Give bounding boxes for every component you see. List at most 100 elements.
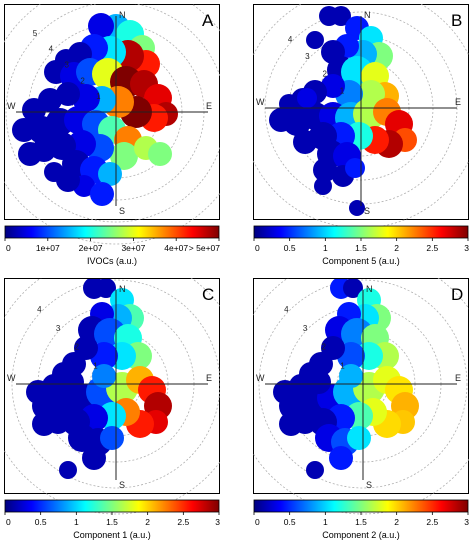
heatmap-cell: [110, 142, 138, 170]
ring-label: 3: [64, 60, 69, 69]
colorbar-tick-label: 0.5: [284, 243, 296, 253]
colorbar-tick-label: 0: [255, 517, 260, 527]
ring-label: 3: [305, 52, 310, 61]
heatmap-cell: [339, 364, 363, 388]
colorbar-tick-label: 1e+07: [36, 243, 60, 253]
heatmap-blobs: [12, 13, 178, 206]
ring-label: 1: [93, 361, 98, 370]
colorbar-tick-label: 1.5: [355, 517, 367, 527]
panel-letter: B: [451, 11, 462, 30]
colorbar: [253, 499, 469, 513]
colorbar-tick-label: 0: [6, 517, 11, 527]
ring-label: 1: [340, 87, 345, 96]
colorbar-tick-label: 0.5: [284, 517, 296, 527]
heatmap-cell: [307, 370, 331, 394]
heatmap-blobs: [26, 279, 172, 479]
compass-label-n: N: [119, 10, 126, 20]
heatmap-cell: [349, 200, 365, 216]
heatmap-cell: [148, 142, 172, 166]
panel-c: N S W E 1 2 3 4 C 0 0.5 1 1.5 2 2.5 3 Component 1 (a.u.): [0, 253, 247, 557]
colorbar-label: Component 5 (a.u.): [322, 256, 400, 266]
compass-label-n: N: [119, 284, 126, 294]
colorbar-tick-label: 1.5: [355, 243, 367, 253]
ring-label: 4: [284, 305, 289, 314]
colorbar-tick-label: 3: [464, 517, 469, 527]
heatmap-cell: [92, 364, 116, 388]
range-ring: [258, 279, 468, 489]
compass-label-s: S: [366, 480, 372, 490]
heatmap-cell: [22, 98, 46, 122]
compass-label-n: N: [364, 10, 371, 20]
heatmap-cell: [293, 130, 317, 154]
heatmap-cell: [314, 177, 332, 195]
heatmap-cell: [96, 279, 116, 298]
colorbar-label: IVOCs (a.u.): [87, 256, 137, 266]
heatmap-cell: [313, 158, 337, 182]
heatmap-cell: [88, 13, 114, 39]
compass-label-w: W: [256, 373, 265, 383]
polar-plot-b: N S W E 1 2 3 4 B 0 0.5 1 1.5 2 2.5 3 Component 5 (a.u.): [240, 0, 474, 266]
heatmap-cell: [331, 6, 351, 26]
colorbar-tick-label: 0.5: [35, 517, 47, 527]
ring-label: 2: [322, 343, 327, 352]
compass-label-n: N: [366, 284, 373, 294]
heatmap-cell: [297, 88, 317, 108]
colorbar-tick-label: 2: [394, 517, 399, 527]
colorbar-tick-label: > 5e+07: [189, 243, 220, 253]
panel-letter: A: [202, 11, 214, 30]
ring-label: 4: [49, 45, 54, 54]
colorbar-tick-label: 1: [74, 517, 79, 527]
ring-label: 3: [303, 324, 308, 333]
panel-b: N S W E 1 2 3 4 B 0 0.5 1 1.5 2 2.5 3 Component 5 (a.u.): [240, 0, 474, 283]
heatmap-cell: [345, 158, 365, 178]
colorbar-tick-label: 1: [323, 517, 328, 527]
heatmap-cell: [279, 412, 303, 436]
heatmap-cell: [90, 182, 114, 206]
heatmap-cell: [44, 162, 64, 182]
colorbar-label: Component 1 (a.u.): [73, 530, 151, 540]
compass-label-e: E: [206, 373, 212, 383]
ring-label: 5: [33, 29, 38, 38]
heatmap-cell: [347, 426, 371, 450]
ring-label: 1: [96, 92, 101, 101]
colorbar-tick-label: 1: [323, 243, 328, 253]
panel-d: N S W E 1 2 3 4 D 0 0.5 1 1.5 2 2.5 3 Component 2 (a.u.): [232, 253, 474, 557]
compass-label-e: E: [455, 97, 461, 107]
ring-label: 2: [322, 69, 327, 78]
heatmap-cell: [82, 446, 106, 470]
colorbar-tick-label: 0: [6, 243, 11, 253]
colorbar-tick-label: 1.5: [106, 517, 118, 527]
ring-label: 2: [75, 343, 80, 352]
compass-label-e: E: [455, 373, 461, 383]
colorbar-tick-label: 3: [464, 243, 469, 253]
colorbar-tick-label: 3: [215, 517, 220, 527]
ring-label: 2: [80, 76, 85, 85]
colorbar-label: Component 2 (a.u.): [322, 530, 400, 540]
heatmap-cell: [306, 461, 324, 479]
heatmap-cell: [329, 446, 353, 470]
colorbar-tick-label: 2.5: [426, 243, 438, 253]
colorbar: [4, 499, 220, 513]
colorbar: [253, 225, 469, 239]
ring-label: 3: [56, 324, 61, 333]
compass-label-w: W: [256, 97, 265, 107]
polar-plot-d: N S W E 1 2 3 4 D 0 0.5 1 1.5 2 2.5 3 Component 2 (a.u.): [232, 253, 474, 540]
heatmap-cell: [18, 142, 42, 166]
colorbar-tick-label: 2: [394, 243, 399, 253]
polar-plot-c: N S W E 1 2 3 4 C 0 0.5 1 1.5 2 2.5 3 Component 1 (a.u.): [0, 253, 247, 540]
colorbar-tick-label: 2.5: [426, 517, 438, 527]
heatmap-cell: [60, 370, 84, 394]
heatmap-cell: [100, 426, 124, 450]
ring-label: 1: [340, 361, 345, 370]
panel-letter: C: [202, 285, 214, 304]
compass-label-s: S: [119, 480, 125, 490]
colorbar-tick-label: 3e+07: [121, 243, 145, 253]
heatmap-cell: [59, 461, 77, 479]
heatmap-blobs: [269, 6, 417, 216]
colorbar-tick-label: 0: [255, 243, 260, 253]
colorbar-tick-label: 2e+07: [79, 243, 103, 253]
colorbar-tick-label: 2: [145, 517, 150, 527]
heatmap-cell: [343, 279, 363, 298]
ring-label: 4: [37, 305, 42, 314]
colorbar-tick-label: 2.5: [177, 517, 189, 527]
